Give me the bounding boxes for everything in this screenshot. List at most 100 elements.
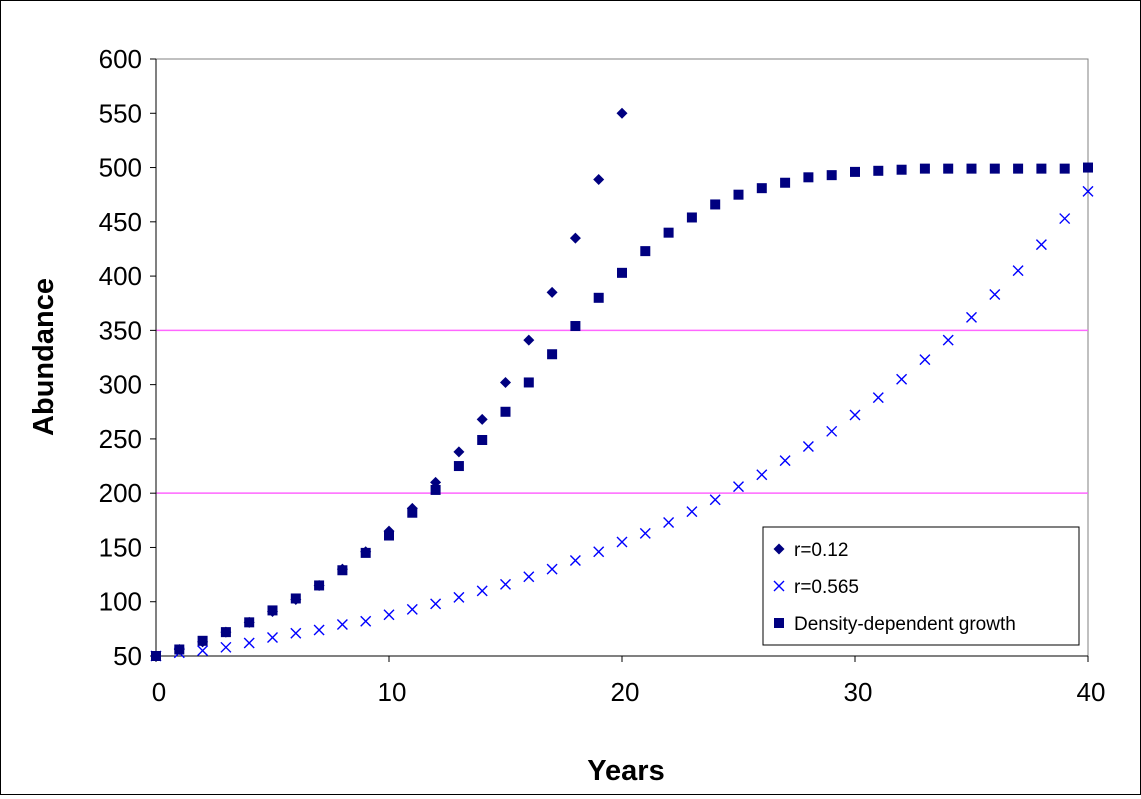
data-point: [617, 267, 627, 278]
data-point: [244, 617, 255, 628]
y-tick-label: 250: [99, 424, 142, 454]
data-point: [1082, 185, 1094, 197]
data-point: [523, 377, 534, 388]
data-point: [500, 376, 511, 388]
legend-label: r=0.12: [794, 540, 848, 561]
data-point: [593, 292, 604, 303]
y-tick-label: 600: [99, 44, 142, 74]
data-point: [430, 598, 442, 610]
data-point: [313, 624, 325, 636]
x-tick-label: 10: [378, 677, 407, 707]
y-tick-label: 400: [99, 261, 142, 291]
legend-marker: [774, 618, 784, 628]
data-point: [546, 563, 558, 575]
data-point: [686, 506, 698, 518]
y-tick-label: 450: [99, 207, 142, 237]
data-point: [826, 425, 838, 437]
data-point: [756, 183, 767, 194]
data-point: [826, 170, 837, 181]
data-point: [616, 536, 628, 548]
data-point: [360, 547, 371, 558]
data-point: [989, 163, 1000, 174]
data-point: [151, 651, 161, 661]
x-tick-label: 30: [844, 677, 873, 707]
data-point: [803, 172, 814, 183]
data-point: [523, 571, 535, 583]
data-point: [290, 627, 302, 639]
data-point: [966, 163, 977, 174]
data-point: [966, 311, 977, 323]
data-point: [314, 580, 325, 591]
series-3: [151, 162, 1093, 661]
series-2: [150, 185, 1094, 662]
data-point: [500, 406, 511, 417]
data-point: [710, 199, 721, 210]
data-point: [407, 507, 418, 518]
data-point: [360, 615, 372, 627]
data-point: [850, 166, 860, 177]
y-tick-label: 350: [99, 315, 142, 345]
data-point: [476, 413, 488, 425]
x-axis-label: Years: [587, 755, 664, 787]
legend-box: [762, 526, 1080, 646]
x-tick-label: 40: [1077, 677, 1106, 707]
data-point: [873, 165, 884, 176]
data-point: [453, 446, 465, 458]
data-point: [779, 455, 791, 467]
data-point: [453, 591, 465, 603]
data-point: [547, 349, 558, 360]
data-point: [896, 164, 907, 175]
y-tick-label: 200: [99, 478, 142, 508]
y-tick-label: 150: [99, 532, 142, 562]
data-point: [197, 645, 209, 657]
x-tick-label: 0: [152, 677, 166, 707]
data-point: [616, 107, 628, 119]
data-point: [756, 469, 768, 481]
legend-label: Density-dependent growth: [794, 614, 1016, 635]
data-point: [1059, 213, 1071, 225]
data-point: [686, 212, 697, 223]
data-point: [942, 334, 954, 346]
data-point: [593, 546, 605, 558]
data-point: [569, 554, 581, 566]
data-point: [500, 578, 511, 590]
data-point: [919, 163, 930, 174]
data-point: [780, 177, 791, 188]
data-point: [919, 354, 931, 366]
data-point: [267, 605, 278, 616]
y-tick-label: 50: [113, 641, 142, 671]
data-point: [197, 635, 208, 646]
data-point: [1035, 239, 1047, 251]
y-tick-label: 100: [99, 587, 142, 617]
data-point: [663, 227, 674, 238]
data-point: [1059, 163, 1070, 174]
y-tick-label: 300: [99, 370, 142, 400]
data-point: [406, 603, 418, 615]
data-point: [1012, 265, 1024, 277]
data-point: [872, 392, 884, 404]
data-point: [174, 644, 185, 655]
data-point: [593, 173, 605, 185]
data-point: [849, 409, 861, 421]
data-point: [523, 334, 535, 346]
data-point: [570, 321, 581, 332]
data-point: [640, 246, 651, 257]
y-tick-label: 500: [99, 153, 142, 183]
data-point: [337, 565, 348, 576]
y-tick-label: 550: [99, 98, 142, 128]
data-point: [220, 627, 231, 638]
data-point: [243, 637, 255, 649]
data-point: [476, 585, 488, 597]
legend: r=0.12 r=0.565 Density-dependent growth: [762, 526, 1080, 646]
data-point: [453, 461, 464, 472]
data-point: [267, 632, 278, 644]
data-point: [477, 434, 488, 445]
data-point: [663, 516, 675, 528]
data-point: [384, 530, 394, 541]
data-point: [709, 494, 721, 506]
data-point: [896, 373, 908, 385]
data-point: [1013, 163, 1024, 174]
data-point: [733, 481, 744, 493]
